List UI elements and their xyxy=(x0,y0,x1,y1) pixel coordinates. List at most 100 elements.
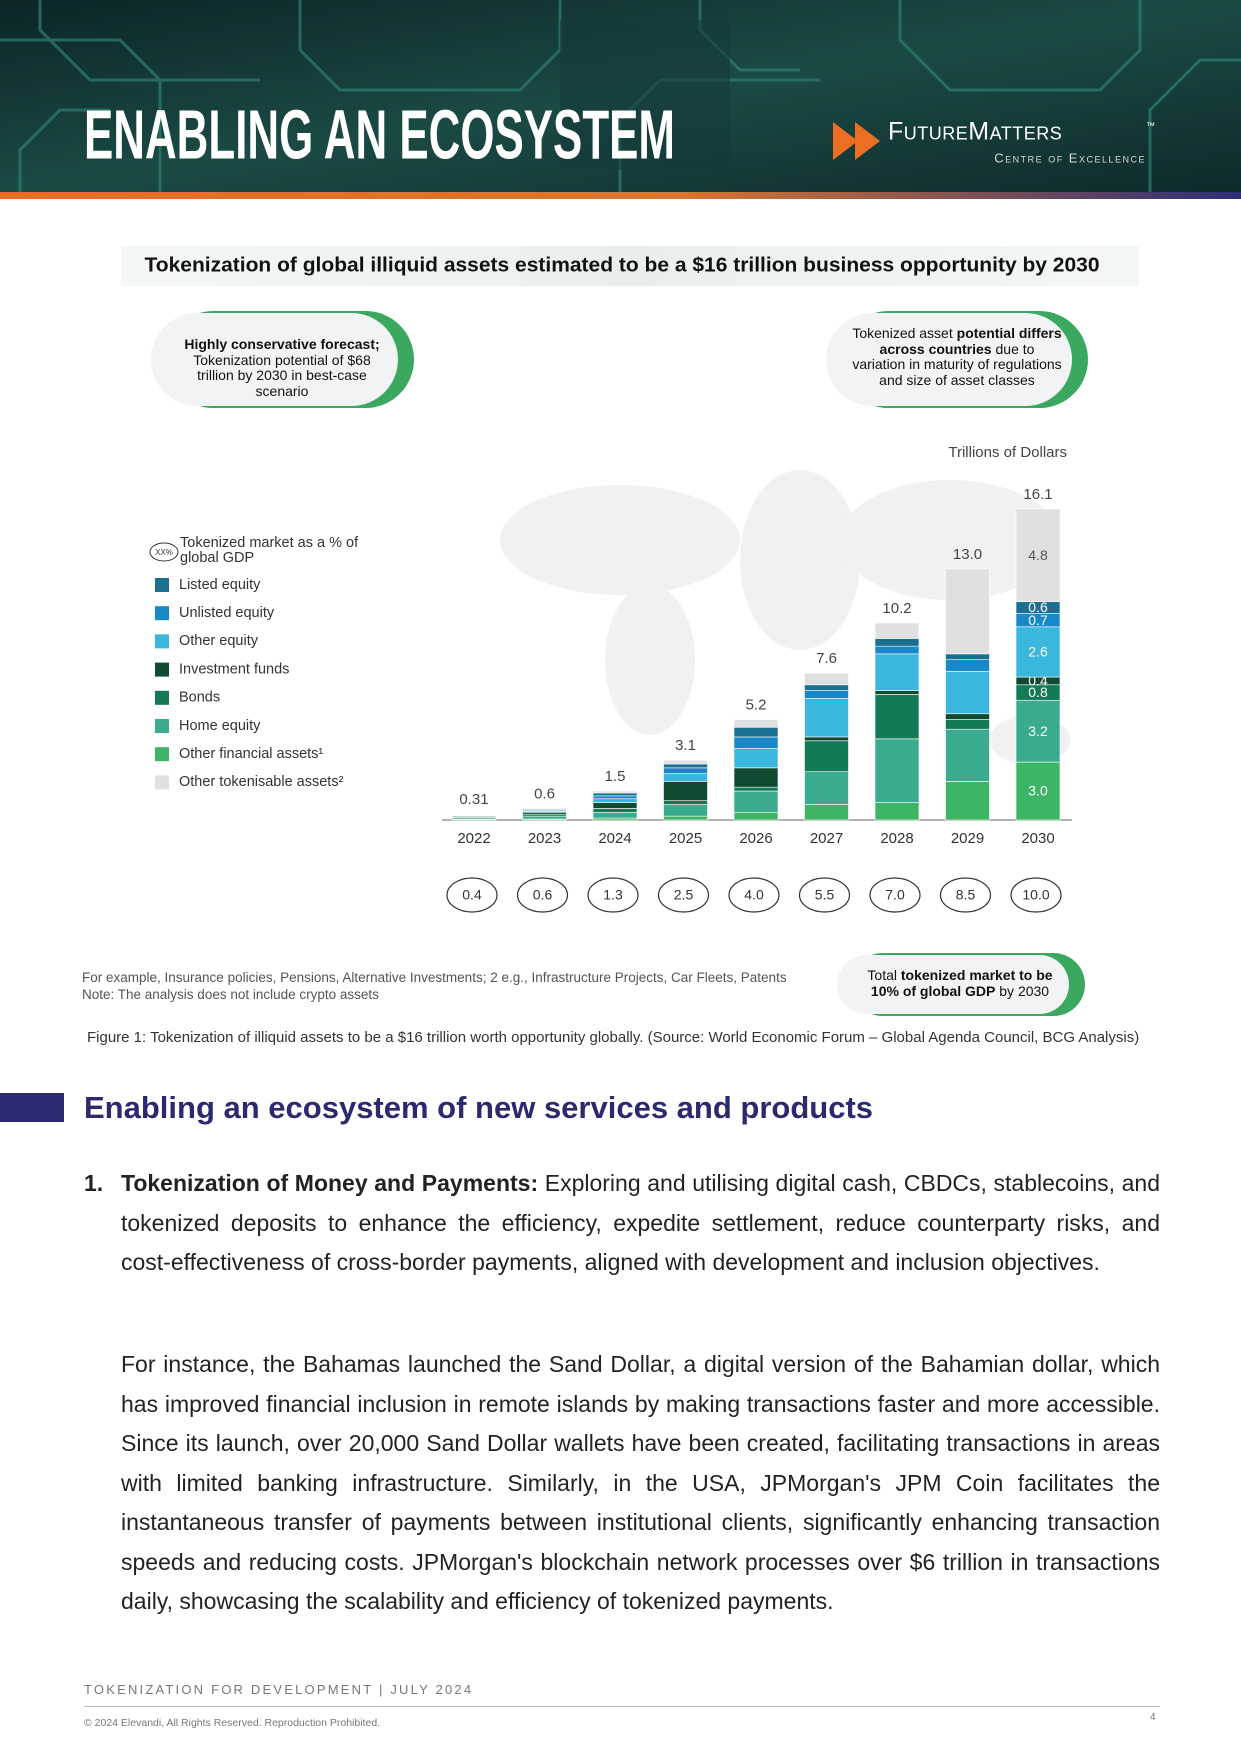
bar-segment xyxy=(804,804,849,821)
gdp-oval xyxy=(516,877,569,913)
gdp-oval xyxy=(657,877,710,913)
callout-body xyxy=(837,955,1069,1014)
running-title: TOKENIZATION FOR DEVELOPMENT | JULY 2024 xyxy=(84,1682,474,1697)
chip xyxy=(560,20,730,170)
section-heading: Enabling an ecosystem of new services an… xyxy=(84,1090,874,1125)
bar-segment xyxy=(1015,699,1061,763)
bar-segment xyxy=(874,622,920,639)
gdp-label: 0.4 xyxy=(462,887,482,903)
gdp-legend-icon-text: XX% xyxy=(155,548,173,557)
bar-segment xyxy=(945,713,990,720)
legend-label: Other tokenisable assets² xyxy=(179,774,344,790)
bar-segment xyxy=(874,653,920,691)
bar-segment xyxy=(592,808,638,813)
callout-text: by 2030 xyxy=(995,982,1050,999)
callout-text: Total xyxy=(867,967,901,983)
bar-segment xyxy=(804,672,849,686)
bar-segment xyxy=(733,767,779,788)
gdp-oval xyxy=(939,877,992,913)
logo-name: FutureMatters xyxy=(888,118,1062,146)
gdp-label: 8.5 xyxy=(956,887,976,903)
bar-segment xyxy=(522,815,567,820)
bar-segment xyxy=(1015,508,1061,603)
bar-segment xyxy=(663,815,708,821)
gdp-label: 4.0 xyxy=(744,887,764,903)
unit-label: Trillions of Dollars xyxy=(948,444,1067,461)
bar-segment xyxy=(733,719,779,728)
x-tick-label: 2030 xyxy=(1021,830,1054,847)
bar-segment xyxy=(663,759,708,765)
callout-body xyxy=(826,313,1072,406)
page-title: ENABLING AN ECOSYSTEM xyxy=(84,95,675,173)
bar-segment xyxy=(733,811,779,821)
legend-label: Bonds xyxy=(179,690,220,706)
legend-label: Listed equity xyxy=(179,577,261,593)
total-label: 1.5 xyxy=(605,768,626,785)
bar-segment xyxy=(663,767,708,774)
bar-segment xyxy=(874,802,920,821)
gdp-oval xyxy=(446,877,498,913)
value-label: 2.6 xyxy=(1028,644,1048,660)
value-label: 4.8 xyxy=(1028,547,1048,563)
x-tick-label: 2029 xyxy=(951,830,984,847)
x-tick-label: 2026 xyxy=(739,830,772,847)
total-label: 13.0 xyxy=(953,546,982,563)
bar-segment xyxy=(945,728,990,782)
value-label: 0.6 xyxy=(1028,599,1048,615)
gdp-label: 5.5 xyxy=(815,887,835,903)
legend-label: Unlisted equity xyxy=(179,605,275,621)
legend-label: Other financial assets¹ xyxy=(179,746,323,762)
bar-segment xyxy=(663,773,708,782)
gdp-label: 7.0 xyxy=(885,887,905,903)
callout-text: Tokenization potential of $68 trillion b… xyxy=(193,351,371,399)
bar-segment xyxy=(874,645,920,655)
legend-swatch xyxy=(155,578,169,592)
gdp-label: 0.6 xyxy=(533,887,553,903)
bar-segment xyxy=(733,748,779,769)
legend-swatch xyxy=(155,690,169,705)
bar-segment xyxy=(804,736,849,742)
x-tick-label: 2024 xyxy=(598,830,631,847)
item-title: Tokenization of Money and Payments: xyxy=(121,1170,539,1196)
item-text: Exploring and utilising digital cash, CB… xyxy=(121,1170,1160,1275)
bar-segment xyxy=(874,690,920,695)
x-tick-label: 2022 xyxy=(457,830,490,847)
bar-segment xyxy=(592,790,638,794)
gdp-legend-label: Tokenized market as a % of global GDP xyxy=(180,535,359,566)
callout-body xyxy=(151,313,398,406)
total-label: 10.2 xyxy=(882,600,911,617)
value-label: 0.8 xyxy=(1028,684,1048,700)
bar-segment xyxy=(1015,626,1061,678)
bar-segment xyxy=(804,684,849,691)
legend-swatch xyxy=(155,606,169,621)
bar-segment xyxy=(733,790,779,813)
callout-text: due to variation in maturity of regulati… xyxy=(852,340,1062,388)
bar-segment xyxy=(733,726,779,738)
note: Note: The analysis does not include cryp… xyxy=(82,986,379,1002)
total-label: 7.6 xyxy=(816,650,837,667)
copyright: © 2024 Elevandi, All Rights Reserved. Re… xyxy=(84,1717,381,1729)
x-tick-label: 2023 xyxy=(528,830,561,847)
callout-text: Tokenized asset xyxy=(852,325,957,341)
bar-segment xyxy=(592,811,638,819)
legend-swatch xyxy=(155,662,169,677)
bar-segment xyxy=(663,781,708,801)
logo-tm: ™ xyxy=(1146,120,1155,130)
value-label: 0.7 xyxy=(1028,612,1048,628)
bar-segment xyxy=(945,659,990,672)
legend-label: Other equity xyxy=(179,633,259,649)
value-label: 3.2 xyxy=(1028,723,1048,739)
bar-segment xyxy=(592,795,638,800)
bar-segment xyxy=(663,763,708,769)
gdp-oval xyxy=(798,877,851,913)
total-label: 5.2 xyxy=(746,697,767,714)
bar-segment xyxy=(945,653,990,660)
bar-segment xyxy=(804,698,849,738)
legend-swatch xyxy=(155,747,169,762)
callout-text: potential differs across countries xyxy=(879,325,1062,357)
bar-segment xyxy=(663,804,708,817)
gdp-oval xyxy=(869,877,921,913)
header-stripe xyxy=(0,192,1241,199)
